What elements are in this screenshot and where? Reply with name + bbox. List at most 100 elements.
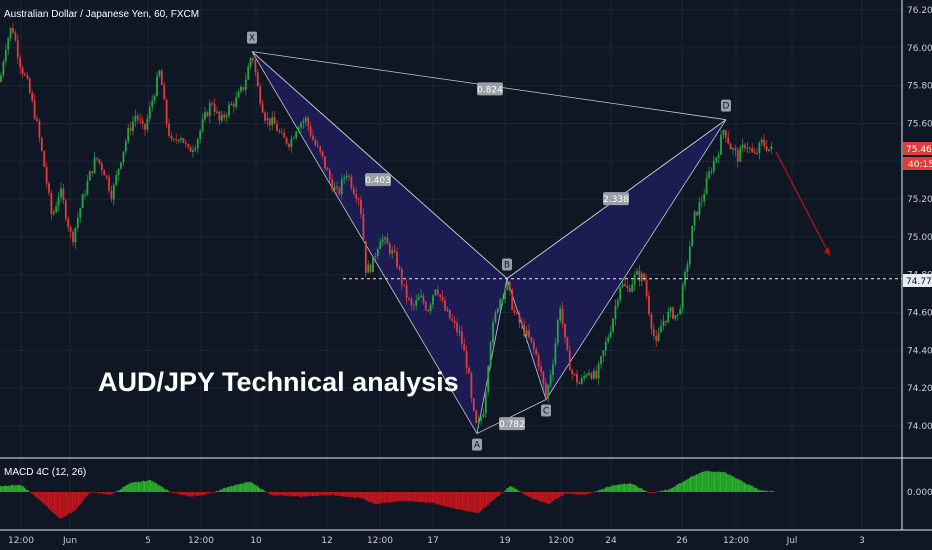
candle-body [535,348,538,355]
macd-bar [66,492,68,516]
macd-bar [633,484,635,492]
ratio-label: 0.403 [365,176,391,186]
y-tick-label: 76.000 [907,44,932,54]
candle-body [739,147,742,162]
candle-body [696,211,698,216]
macd-bar [280,492,282,496]
macd-bar [224,487,226,492]
macd-bar [769,491,771,492]
macd-bar [380,492,382,504]
candle-body [144,124,146,130]
x-tick-label: 12:00 [548,536,574,546]
candle-body [136,115,139,120]
candle-body [722,130,725,135]
macd-bar [360,492,362,498]
macd-bar [348,492,350,497]
candle-body [604,341,607,351]
macd-bar [674,486,676,492]
macd-bar [534,492,536,500]
macd-bar [18,485,20,492]
macd-bar [760,490,762,492]
macd-bar [259,487,261,492]
candle-body [472,398,475,411]
macd-bar [46,492,48,507]
candle-body [295,131,298,139]
candles [0,23,773,429]
candle-body [676,314,679,316]
macd-bar [375,492,377,505]
candle-body [146,118,149,130]
macd-bar [445,492,447,507]
macd-bar [448,492,450,508]
macd-bar [517,490,519,492]
macd-bar [530,492,532,498]
candle-body [734,148,737,151]
macd-bar [523,492,525,495]
macd-bar [595,491,597,492]
candle-body [643,273,646,281]
candle-body [122,151,125,163]
candle-body [631,284,634,292]
candle-body [343,177,346,180]
macd-bar [118,490,120,492]
macd-bar [612,485,614,492]
ratio-label: 0.782 [499,420,525,430]
macd-bar [354,492,356,498]
macd-bar [514,488,516,492]
macd-bar [230,485,232,492]
macd-bar [572,492,574,495]
macd-bar [382,492,384,503]
macd-bar [28,491,30,493]
candle-body [244,79,247,90]
macd-bar [208,492,210,494]
macd-bar [60,492,62,519]
macd-bar [166,489,168,492]
macd-bar [498,492,500,497]
candle-body [760,139,763,143]
candle-body [201,119,204,131]
macd-bar [180,492,182,495]
macd-bar [576,492,578,495]
macd-bar [411,492,413,502]
candle-body [120,162,122,169]
candle-body [160,70,163,85]
candle-body [513,310,516,313]
candle-body [655,335,658,341]
candle-body [316,145,319,147]
macd-bar [386,492,388,503]
candle-body [108,177,110,191]
macd-bar [559,492,561,498]
macd-bar [324,492,326,495]
candle-body [698,202,701,216]
macd-bar [541,492,543,502]
macd-bar [141,481,143,492]
macd-bar [250,482,252,492]
macd-bar [613,485,615,492]
macd-bar [16,485,18,492]
macd-bar [336,492,338,497]
macd-bar [752,486,754,492]
macd-bar [372,492,374,503]
candle-body [151,100,154,107]
macd-bar [550,492,552,503]
candle-body [756,153,758,155]
macd-bar [177,492,179,494]
macd-bar [270,492,272,495]
ratio-label: 0.824 [477,85,503,95]
macd-bar [231,486,233,492]
macd-bar [340,492,342,497]
candle-body [336,186,338,189]
candle-body [600,356,602,364]
candle-body [578,382,581,384]
overlay: X A B C D 0.403 0.824 2.338 0.782 [247,31,902,451]
macd-bar [566,492,568,495]
macd-bar [600,489,602,492]
candle-body [189,147,192,152]
candle-body [283,133,286,138]
macd-bar [344,492,346,497]
macd-bar [40,492,42,502]
macd-bar [206,492,208,494]
macd-bar [754,487,756,492]
